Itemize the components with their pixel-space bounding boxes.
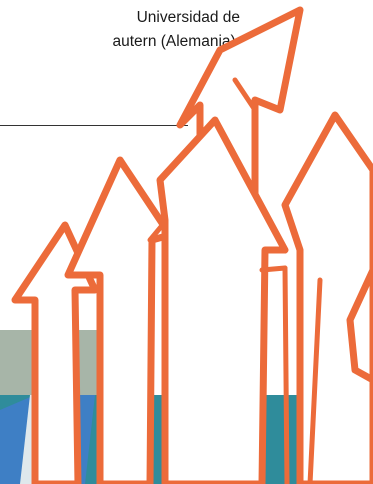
caption-text: Universidad de autern (Alemania). (0, 6, 240, 54)
caption-line-2: autern (Alemania). (112, 33, 240, 50)
stroke-detail-5 (307, 277, 323, 484)
arrow-middle (156, 116, 289, 484)
arrow-small-left (11, 221, 99, 484)
blue-shard-left (0, 395, 35, 484)
stroke-detail-1 (259, 265, 288, 273)
stroke-detail-4 (232, 77, 258, 113)
arrow-tall-left (64, 156, 174, 484)
stroke-detail-3 (147, 219, 168, 243)
arrow-right (281, 111, 373, 484)
stroke-detail-2 (282, 265, 290, 484)
arrow-far-right (346, 266, 373, 384)
horizontal-rule (0, 125, 188, 126)
caption-line-1: Universidad de (136, 9, 240, 26)
